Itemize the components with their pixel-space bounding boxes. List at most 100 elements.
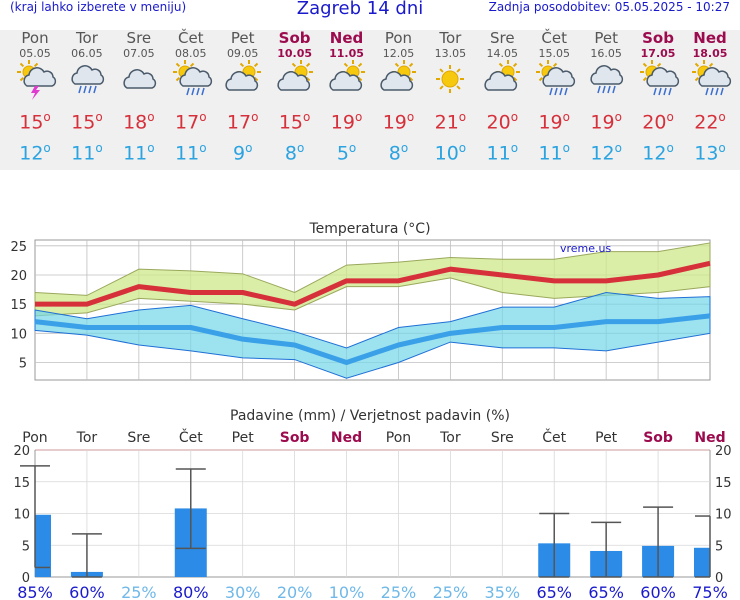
day-column: Sre 14.05 20o 11o	[476, 30, 528, 167]
day-date: 18.05	[692, 47, 728, 60]
rain-cloud-icon	[71, 65, 105, 94]
day-column: Sob 17.05 20o 12o	[632, 30, 684, 167]
min-temp: 11o	[175, 141, 207, 165]
day-column: Čet 15.05 19o 11o	[528, 30, 580, 167]
max-temp: 22o	[694, 110, 726, 134]
y-tick-label-right: 20	[715, 444, 732, 459]
min-temp-line	[34, 313, 711, 365]
min-temp: 10o	[434, 141, 467, 165]
min-temp: 8o	[284, 141, 305, 165]
precip-probability: 30%	[225, 583, 261, 600]
partly-cloudy-icon	[277, 60, 313, 91]
x-tick-label: Ned	[694, 430, 725, 446]
day-name: Tor	[439, 29, 462, 47]
max-temp: 15o	[19, 110, 51, 134]
x-tick-label: Sob	[280, 430, 310, 446]
y-tick-label: 15	[10, 298, 27, 313]
day-name: Sob	[642, 29, 674, 47]
min-temp: 13o	[694, 141, 726, 165]
precip-probability: 80%	[173, 583, 209, 600]
min-temp: 11o	[123, 141, 155, 165]
min-temp: 8o	[388, 141, 409, 165]
partly-cloudy-icon	[380, 60, 417, 91]
day-name: Pet	[230, 29, 255, 47]
day-date: 09.05	[226, 47, 259, 60]
min-temp: 5o	[336, 141, 357, 165]
min-temp: 11o	[71, 141, 103, 165]
precip-bar	[694, 547, 710, 577]
x-tick-label: Pon	[386, 430, 411, 446]
precip-probability: 35%	[485, 583, 521, 600]
day-column: Ned 18.05 22o 13o	[684, 30, 736, 167]
min-temp: 11o	[486, 141, 519, 165]
y-tick-label: 25	[10, 240, 27, 255]
y-tick-label: 15	[13, 476, 30, 491]
top-bar: (kraj lahko izberete v meniju) Zagreb 14…	[0, 0, 740, 22]
x-tick-label: Pon	[22, 430, 47, 446]
max-temp: 18o	[123, 110, 155, 134]
x-tick-label: Sre	[127, 430, 150, 446]
day-column: Sob 10.05 15o 8o	[269, 30, 321, 167]
y-tick-label: 10	[10, 327, 27, 342]
day-name: Sre	[126, 29, 152, 47]
max-temp: 17o	[226, 110, 259, 134]
min-temp: 12o	[19, 141, 51, 165]
max-temp: 15o	[71, 110, 103, 134]
min-temp: 9o	[232, 141, 253, 165]
storm-sun-icon	[17, 60, 57, 100]
x-tick-label: Tor	[439, 430, 461, 446]
x-tick-label: Pet	[595, 430, 618, 446]
y-tick-label: 5	[19, 357, 27, 372]
location-menu-hint[interactable]: (kraj lahko izberete v meniju)	[10, 0, 187, 14]
temperature-chart: Temperatura (°C) 5 10 15 20 25 vreme.us	[10, 221, 711, 381]
day-date: 08.05	[175, 47, 207, 60]
day-name: Sre	[490, 29, 515, 47]
partly-cloudy-icon	[225, 60, 261, 91]
min-temp: 12o	[642, 141, 674, 165]
cloud-icon	[123, 69, 156, 89]
day-date: 12.05	[382, 47, 415, 60]
x-tick-label: Sre	[491, 430, 514, 446]
sun-rain-icon	[640, 60, 680, 96]
max-temp: 20o	[642, 110, 674, 134]
precip-probability: 60%	[69, 583, 105, 600]
min-temp: 12o	[590, 141, 622, 165]
max-temp: 19o	[590, 110, 622, 134]
day-date: 13.05	[434, 47, 467, 60]
y-tick-label: 20	[10, 269, 27, 284]
max-temp: 19o	[538, 110, 570, 134]
day-date: 15.05	[538, 47, 570, 60]
sun-rain-icon	[536, 60, 576, 96]
day-column: Ned 11.05 19o 5o	[321, 30, 373, 167]
day-name: Tor	[75, 29, 98, 47]
precipitation-chart: Padavine (mm) / Verjetnost padavin (%) Po…	[13, 408, 732, 600]
daily-forecast-strip: Pon 05.05 15o 12o Tor 06.05 15o 11o Sre 07.05 18o 1…	[0, 30, 740, 170]
y-tick-label-right: 0	[715, 571, 723, 586]
y-tick-label: 10	[13, 508, 30, 523]
day-date: 06.05	[71, 47, 103, 60]
chart-title: Padavine (mm) / Verjetnost padavin (%)	[230, 408, 510, 424]
day-column: Pet 16.05 19o 12o	[580, 30, 632, 167]
day-name: Ned	[329, 29, 364, 47]
precip-probability: 65%	[588, 583, 624, 600]
day-name: Ned	[693, 29, 727, 47]
max-temp-line	[35, 260, 711, 307]
day-name: Pon	[384, 29, 413, 47]
sun-rain-icon	[692, 60, 732, 96]
sun-rain-icon	[172, 60, 212, 96]
day-date: 14.05	[486, 47, 519, 60]
y-tick-label-right: 15	[715, 476, 732, 491]
x-tick-label: Pet	[232, 430, 255, 446]
day-date: 11.05	[329, 47, 364, 60]
precip-probability: 25%	[433, 583, 469, 600]
day-date: 17.05	[640, 47, 676, 60]
day-name: Pon	[21, 29, 49, 47]
day-date: 10.05	[277, 47, 312, 60]
precip-probability: 25%	[381, 583, 417, 600]
precip-probability: 65%	[536, 583, 572, 600]
precip-probability: 20%	[277, 583, 313, 600]
min-temp: 11o	[538, 141, 570, 165]
day-column: Pon 05.05 15o 12o	[9, 30, 61, 167]
day-name: Čet	[541, 29, 568, 47]
x-tick-label: Ned	[331, 430, 362, 446]
